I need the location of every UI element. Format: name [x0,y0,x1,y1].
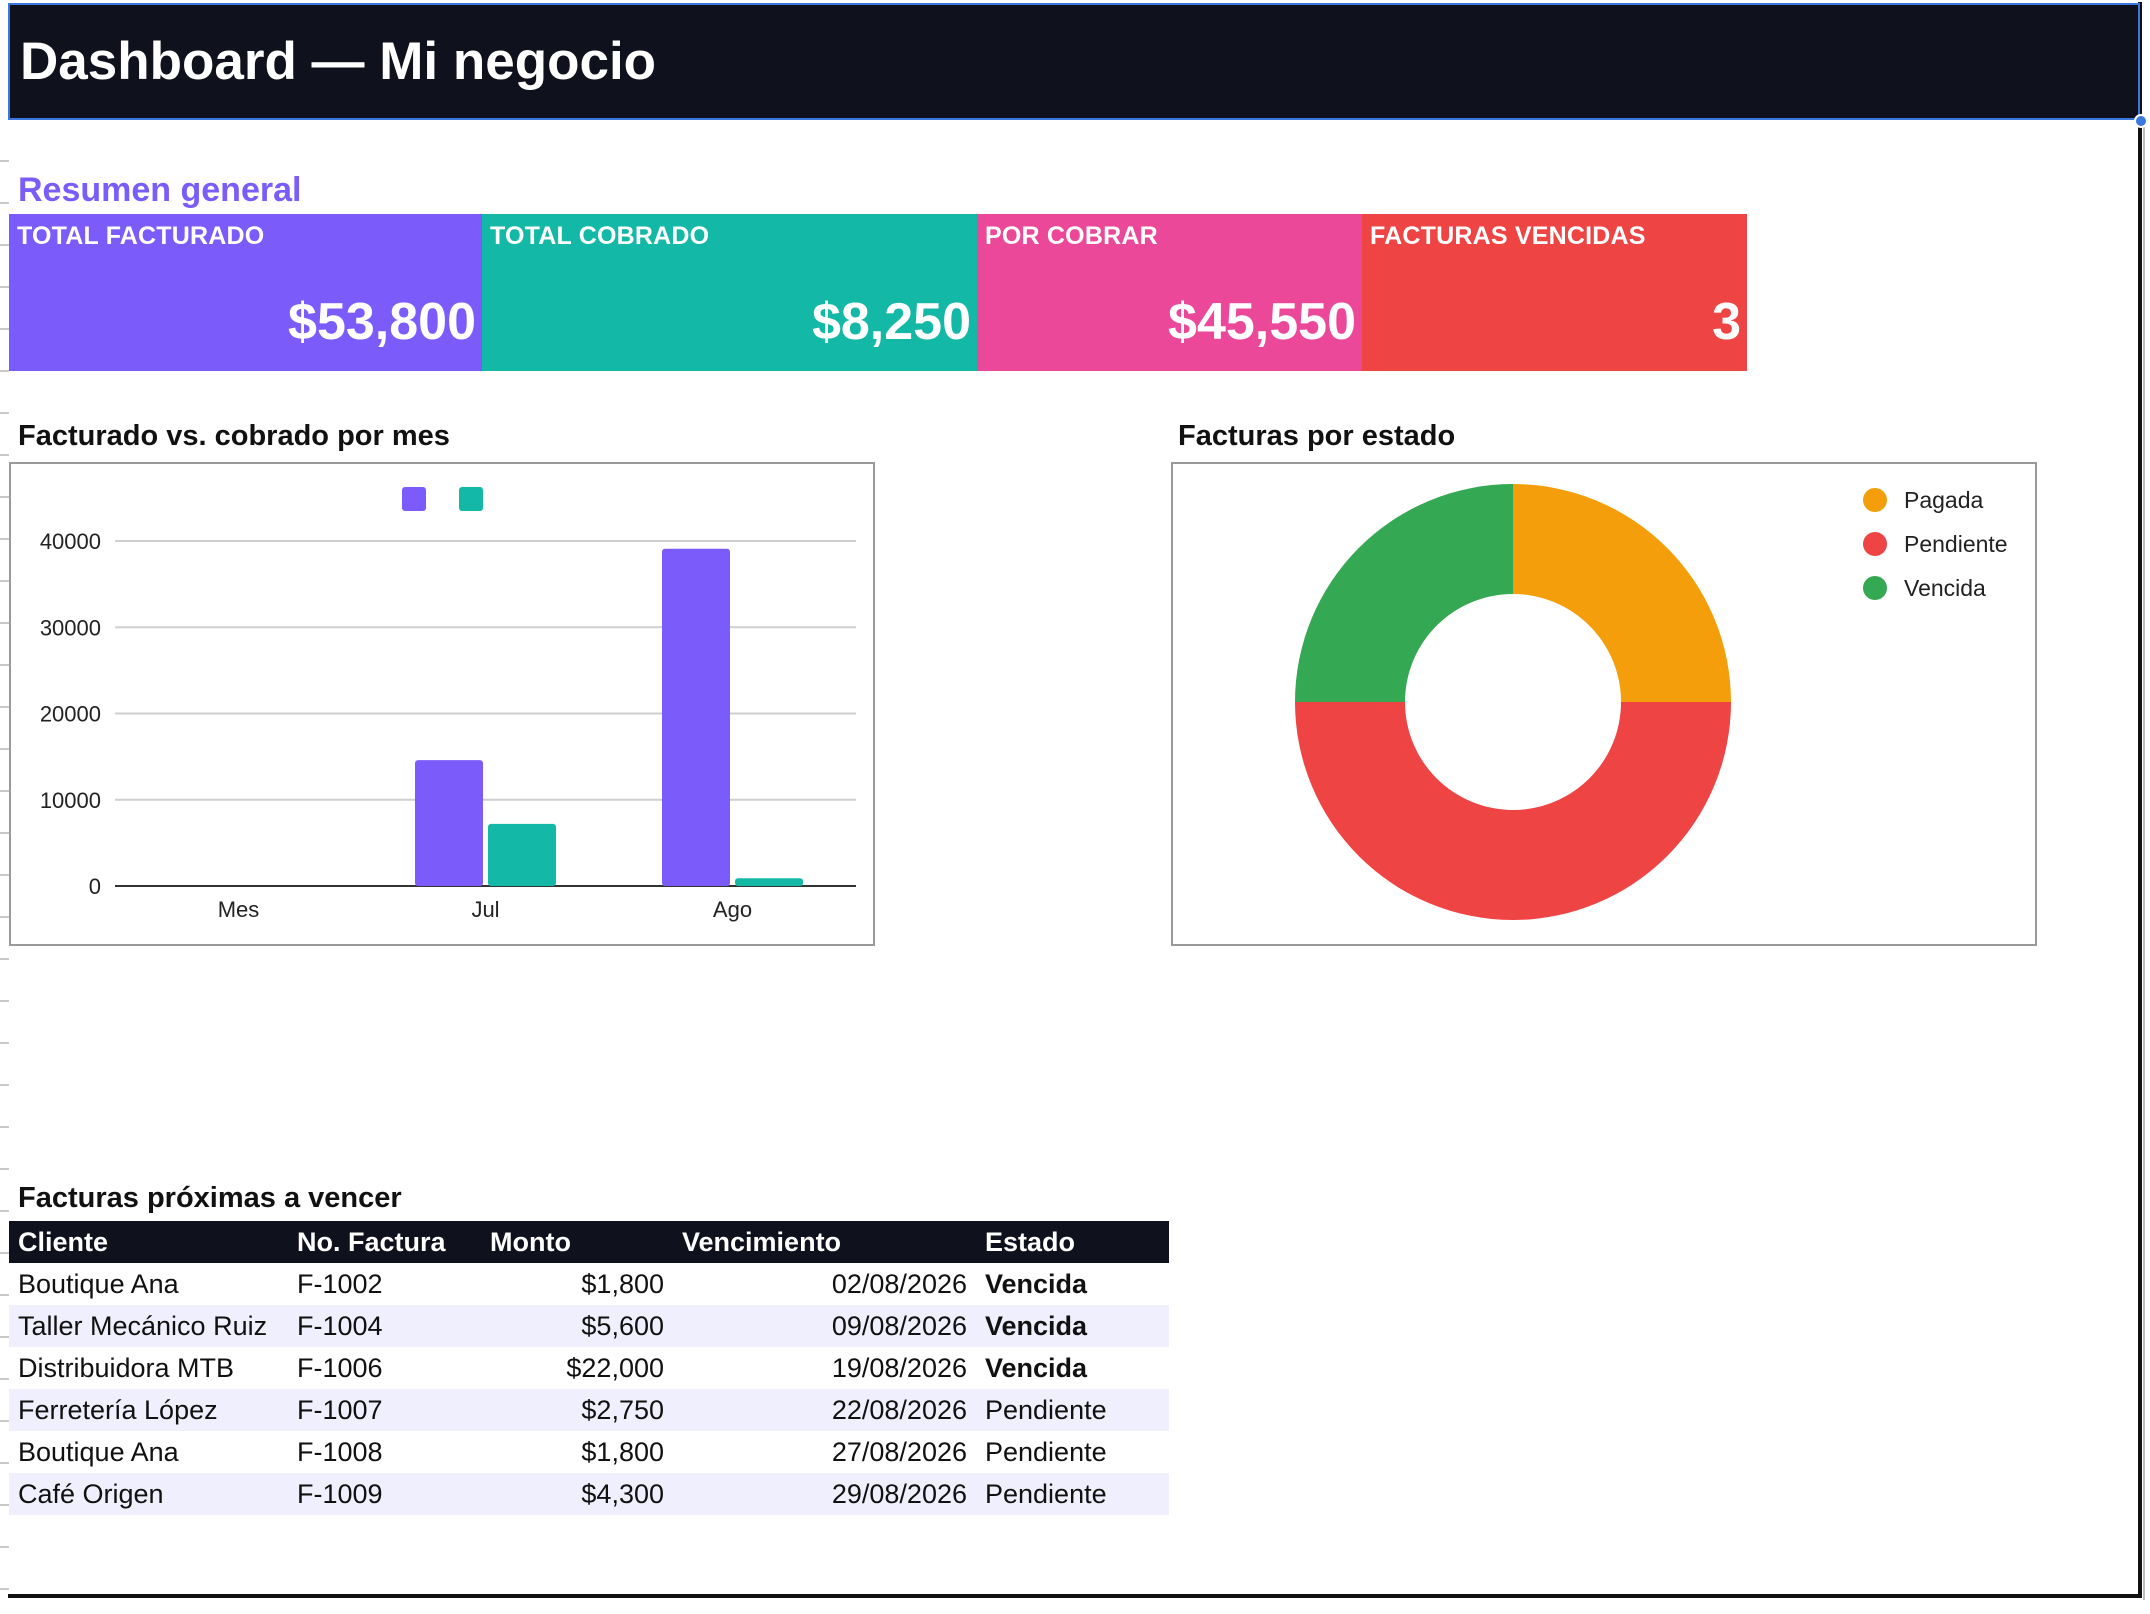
slice-pagada[interactable] [1513,484,1731,702]
bar-ago-series-1[interactable] [735,878,803,886]
cell-cliente[interactable]: Ferretería López [9,1389,288,1431]
table-header-row: Cliente No. Factura Monto Vencimiento Es… [9,1221,1169,1263]
legend-label: Pagada [1904,487,1984,513]
invoices-table: Cliente No. Factura Monto Vencimiento Es… [9,1221,1169,1515]
table-row[interactable]: Distribuidora MTB F-1006 $22,000 19/08/2026… [9,1347,1169,1389]
cell-cliente[interactable]: Boutique Ana [18,1268,179,1299]
legend-label: Vencida [1904,575,1986,601]
kpi-total-cobrado[interactable]: TOTAL COBRADO $8,250 [482,214,977,371]
cell-estado[interactable]: Pendiente [976,1473,1169,1515]
column-header-estado[interactable]: Estado [976,1221,1169,1263]
cell-vencimiento[interactable]: 22/08/2026 [673,1389,976,1431]
legend-dot-pagada[interactable] [1863,488,1887,512]
legend-swatch[interactable] [402,487,426,511]
selection-handle[interactable] [2134,114,2148,128]
cell-vencimiento[interactable]: 27/08/2026 [831,1436,967,1467]
kpi-label: TOTAL FACTURADO [17,222,265,250]
cell-estado[interactable]: Pendiente [976,1389,1169,1431]
slice-pendiente[interactable] [1295,702,1731,920]
y-tick-label: 30000 [40,615,101,640]
x-tick-label: Jul [471,897,499,922]
table-row[interactable]: Taller Mecánico Ruiz F-1004 $5,600 09/08/20… [9,1305,1169,1347]
donut-chart: Pagada Pendiente Vencida [1295,484,2008,920]
cell-factura[interactable]: F-1008 [297,1436,383,1467]
cell-vencimiento[interactable]: 09/08/2026 [673,1305,976,1347]
y-tick-label: 20000 [40,702,101,727]
column-header-cliente[interactable]: Cliente [9,1221,288,1263]
kpi-value: $53,800 [288,293,476,351]
sheet-frame [8,2,2142,1598]
summary-title: Resumen general [18,171,302,209]
table-row[interactable]: Ferretería López F-1007 $2,750 22/08/2026 Pe… [9,1389,1169,1431]
kpi-value: $8,250 [811,293,971,351]
cell-factura[interactable]: F-1007 [288,1389,481,1431]
column-header-monto[interactable]: Monto [481,1221,673,1263]
cell-factura[interactable]: F-1006 [297,1352,383,1383]
cell-monto[interactable]: $5,600 [481,1305,673,1347]
slice-vencida[interactable] [1295,484,1513,702]
cell-estado[interactable]: Vencida [985,1352,1088,1383]
page-title: Dashboard — Mi negocio [20,32,657,91]
cell-monto[interactable]: $22,000 [566,1352,664,1383]
dashboard-header[interactable]: Dashboard — Mi negocio [8,3,2140,120]
cell-monto[interactable]: $2,750 [481,1389,673,1431]
kpi-label: POR COBRAR [985,222,1158,250]
x-tick-label: Mes [218,897,260,922]
pie-chart-title: Facturas por estado [1178,420,1456,452]
cell-monto[interactable]: $4,300 [481,1473,673,1515]
bar-jul-series-1[interactable] [488,823,556,886]
cell-cliente[interactable]: Distribuidora MTB [18,1352,235,1383]
cell-estado[interactable]: Vencida [985,1268,1088,1299]
cell-cliente[interactable]: Taller Mecánico Ruiz [9,1305,288,1347]
cell-factura[interactable]: F-1002 [297,1268,383,1299]
kpi-value: 3 [1712,293,1741,351]
bar-ago-series-0[interactable] [662,548,730,886]
kpi-por-cobrar[interactable]: POR COBRAR $45,550 [977,214,1362,371]
column-header-factura[interactable]: No. Factura [288,1221,481,1263]
kpi-total-facturado[interactable]: TOTAL FACTURADO $53,800 [9,214,482,371]
bar-chart-panel[interactable]: 0 10000 20000 30000 40000 Mes Jul Ago [9,462,875,946]
table-title: Facturas próximas a vencer [18,1182,402,1214]
cell-cliente[interactable]: Café Origen [9,1473,288,1515]
y-tick-label: 10000 [40,788,101,813]
x-tick-label: Ago [713,897,752,922]
legend-dot-pendiente[interactable] [1863,532,1887,556]
table-row[interactable]: Boutique Ana F-1008 $1,800 27/08/2026 Pendie… [9,1431,1169,1473]
column-header-vencimiento[interactable]: Vencimiento [673,1221,976,1263]
y-tick-label: 0 [89,874,101,899]
cell-estado[interactable]: Pendiente [985,1436,1107,1467]
cell-vencimiento[interactable]: 29/08/2026 [673,1473,976,1515]
legend-swatch[interactable] [459,487,483,511]
cell-vencimiento[interactable]: 02/08/2026 [831,1268,967,1299]
row-guides [0,120,9,1600]
kpi-label: FACTURAS VENCIDAS [1370,222,1646,250]
bar-chart: 0 10000 20000 30000 40000 Mes Jul Ago [40,487,856,922]
kpi-label: TOTAL COBRADO [490,222,710,250]
kpi-value: $45,550 [1168,293,1356,351]
cell-vencimiento[interactable]: 19/08/2026 [831,1352,967,1383]
cell-cliente[interactable]: Boutique Ana [18,1436,179,1467]
cell-factura[interactable]: F-1009 [288,1473,481,1515]
cell-monto[interactable]: $1,800 [581,1436,664,1467]
legend-label: Pendiente [1904,531,2008,557]
cell-monto[interactable]: $1,800 [581,1268,664,1299]
bar-chart-title: Facturado vs. cobrado por mes [18,420,450,452]
pie-chart-panel[interactable]: Pagada Pendiente Vencida [1171,462,2037,946]
table-row[interactable]: Café Origen F-1009 $4,300 29/08/2026 Pendien… [9,1473,1169,1515]
cell-estado[interactable]: Vencida [976,1305,1169,1347]
kpi-facturas-vencidas[interactable]: FACTURAS VENCIDAS 3 [1362,214,1747,371]
cell-factura[interactable]: F-1004 [288,1305,481,1347]
bar-jul-series-0[interactable] [415,760,483,886]
legend-dot-vencida[interactable] [1863,576,1887,600]
sheet-right-edge [2143,125,2145,1600]
table-row[interactable]: Boutique Ana F-1002 $1,800 02/08/2026 Vencid… [9,1263,1169,1305]
y-tick-label: 40000 [40,529,101,554]
